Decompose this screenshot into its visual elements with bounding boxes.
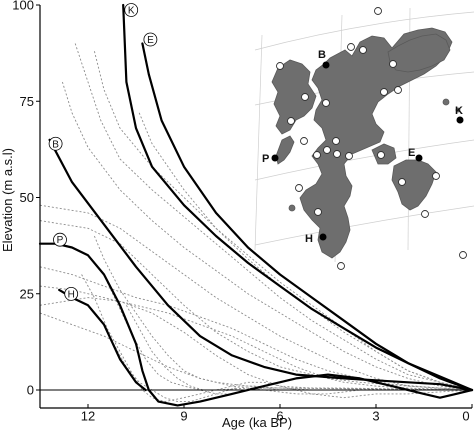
x-axis-title: Age (ka BP)	[222, 415, 292, 430]
series-p-line	[38, 242, 474, 407]
map-sites-open	[276, 7, 467, 270]
map-sites-key	[271, 61, 464, 241]
y-ticks: 0 25 50 75 100	[12, 0, 40, 398]
series-line-14	[39, 312, 472, 395]
series-e-line	[141, 42, 474, 392]
series-p-label: P	[57, 235, 64, 246]
x-ticks: 12 9 6 3 0	[81, 404, 473, 424]
series-h-label-ring	[64, 286, 79, 301]
series-k-label-ring	[124, 3, 139, 17]
series-line-10	[39, 220, 473, 391]
y-tick-label-100: 100	[12, 0, 34, 13]
map-label-k: K	[455, 105, 463, 117]
series-line-16	[81, 274, 473, 403]
map-label-b: B	[318, 49, 326, 61]
series-line-12	[39, 285, 473, 391]
svalbard-inset-map: B P E H K	[254, 7, 474, 270]
map-labels: B P E H K	[262, 49, 463, 245]
highlighted-curves	[38, 3, 474, 407]
x-tick-label-3: 3	[372, 409, 379, 424]
series-k-label: K	[128, 6, 135, 17]
curve-labels: K E B P H	[48, 3, 158, 301]
y-tick-label-75: 75	[20, 94, 34, 109]
x-tick-label-9: 9	[180, 409, 187, 424]
map-label-p: P	[262, 153, 269, 165]
series-b-line	[48, 138, 474, 392]
map-label-h: H	[305, 233, 313, 245]
y-tick-label-50: 50	[20, 190, 34, 205]
x-tick-label-6: 6	[276, 409, 283, 424]
series-e-label-ring	[143, 32, 158, 47]
y-axis-title: Elevation (m a.s.l)	[0, 148, 15, 252]
y-tick-label-0: 0	[27, 383, 34, 398]
x-tick-label-12: 12	[81, 409, 95, 424]
series-line-9	[39, 204, 473, 391]
series-h-label: H	[68, 289, 75, 300]
map-landmass	[271, 27, 461, 259]
series-line-5	[74, 43, 473, 391]
map-label-e: E	[408, 147, 415, 159]
axes	[39, 5, 472, 409]
y-tick-label-25: 25	[20, 286, 34, 301]
series-p-label-ring	[53, 232, 67, 247]
series-line-7	[61, 81, 473, 391]
series-e-label: E	[147, 35, 154, 46]
x-tick-label-0: 0	[462, 409, 469, 424]
series-b-label: B	[52, 139, 59, 150]
series-b-label-ring	[48, 136, 63, 151]
series-line-11	[39, 266, 473, 391]
